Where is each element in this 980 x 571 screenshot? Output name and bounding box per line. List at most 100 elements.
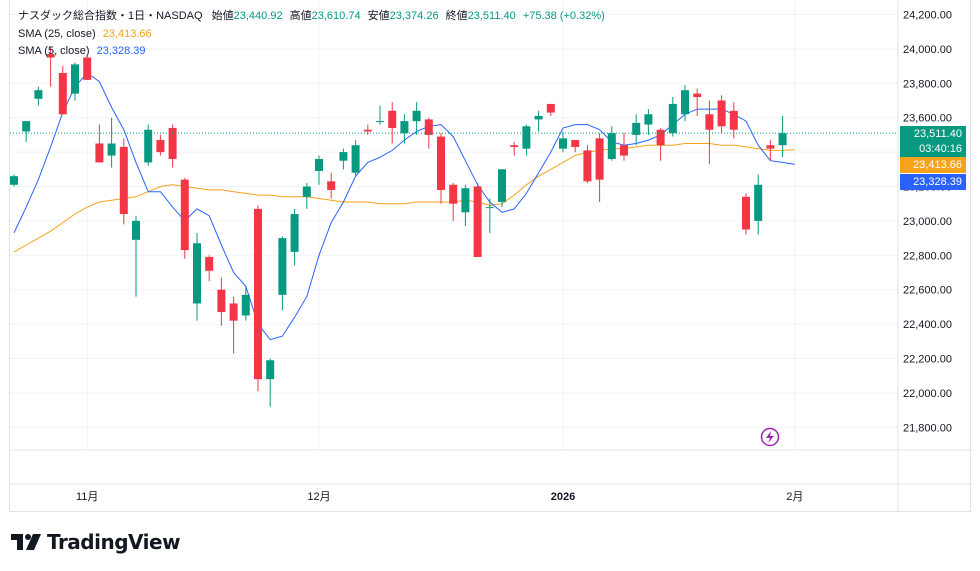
candle-body <box>449 184 458 204</box>
candle <box>449 183 458 221</box>
candle-body <box>729 110 738 130</box>
candle <box>534 110 543 132</box>
candle-body <box>742 196 750 230</box>
candle <box>656 128 665 161</box>
candle <box>571 140 580 153</box>
candle <box>46 47 55 87</box>
change-value: +75.38 (+0.32%) <box>522 10 605 22</box>
x-tick-label: 11月 <box>76 491 98 503</box>
candle <box>754 174 763 235</box>
sma5-price-tag: 23,328.39 <box>900 174 966 190</box>
candle <box>742 193 750 235</box>
candle <box>473 183 482 258</box>
candle <box>22 121 31 142</box>
candle <box>485 198 494 233</box>
y-tick-label: 21,800.00 <box>903 422 952 434</box>
candle-body <box>498 169 506 202</box>
candle-body <box>693 93 702 98</box>
open-label: 始値 <box>211 10 234 22</box>
low-value: 23,374.26 <box>389 10 439 22</box>
x-tick-label: 2026 <box>551 491 575 503</box>
candle <box>132 215 140 297</box>
candle <box>83 55 92 80</box>
candle <box>424 117 433 149</box>
candle-body <box>510 145 519 147</box>
tradingview-logo[interactable]: TradingView <box>11 530 181 554</box>
candle <box>498 169 506 208</box>
candle-body <box>668 103 677 134</box>
candle-body <box>778 133 787 146</box>
candle-body <box>412 110 421 122</box>
candle-body <box>607 133 616 159</box>
sma25-legend[interactable]: SMA (25, close) 23,413.66 <box>18 27 152 41</box>
candle-body <box>485 207 494 209</box>
candle <box>315 155 323 185</box>
candle <box>180 177 189 259</box>
candle-body <box>327 181 336 190</box>
sma25-tag-value: 23,413.66 <box>913 159 962 171</box>
countdown-value: 03:40:16 <box>919 143 962 155</box>
candle-body <box>278 238 287 295</box>
candle <box>278 236 287 311</box>
candle <box>729 102 738 139</box>
candle-body <box>71 64 79 94</box>
candle <box>522 124 531 156</box>
candle-body <box>34 90 43 99</box>
candle-body <box>583 150 592 182</box>
candle <box>339 148 348 170</box>
candle-body <box>595 138 604 180</box>
candle <box>205 255 214 282</box>
candle <box>351 140 360 177</box>
candle-body <box>10 176 18 185</box>
x-tick-label: 12月 <box>307 491 330 503</box>
y-tick-label: 23,800.00 <box>903 78 952 90</box>
candle <box>34 86 43 106</box>
high-value: 23,610.74 <box>311 10 361 22</box>
candle-body <box>83 57 92 80</box>
sma25-label: SMA (25, close) <box>18 28 96 40</box>
candle-body <box>424 119 433 135</box>
sma25-price-tag: 23,413.66 <box>900 157 966 173</box>
candle <box>376 105 384 125</box>
lightning-icon <box>760 427 780 447</box>
candle <box>583 145 592 184</box>
candle <box>607 126 616 161</box>
candle-body <box>522 126 531 149</box>
tradingview-logo-icon <box>11 534 41 550</box>
sma5-value: 23,328.39 <box>96 45 146 57</box>
candle <box>217 277 226 326</box>
candle <box>412 102 421 135</box>
candle-body <box>217 289 226 313</box>
y-tick-label: 24,000.00 <box>903 44 952 56</box>
candle-body <box>156 140 165 153</box>
candle <box>193 232 201 321</box>
sma5-legend[interactable]: SMA (5, close) 23,328.39 <box>18 44 146 58</box>
candle-body <box>290 214 299 252</box>
sma5-tag-value: 23,328.39 <box>913 176 962 188</box>
candle-body <box>254 208 262 380</box>
candle-body <box>180 179 189 251</box>
candle-body <box>266 360 275 380</box>
close-value: 23,511.40 <box>467 10 516 22</box>
candle-body <box>376 121 384 123</box>
candle-body <box>473 186 482 258</box>
candle-body <box>132 220 140 240</box>
open-value: 23,440.92 <box>233 10 283 22</box>
sma5-line <box>13 72 795 341</box>
candle <box>144 124 153 166</box>
symbol-title[interactable]: ナスダック総合指数・1日・NASDAQ <box>18 10 203 22</box>
candle-body <box>705 114 714 130</box>
sma5-label: SMA (5, close) <box>18 45 90 57</box>
candle <box>644 109 653 135</box>
candlestick-chart[interactable]: 24,200.00 24,000.00 23,800.00 23,600.00 23,4… <box>10 0 972 512</box>
ohlc-legend: ナスダック総合指数・1日・NASDAQ 始値23,440.92 高値23,610… <box>18 9 605 23</box>
low-label: 安値 <box>367 10 390 22</box>
candle <box>58 66 67 115</box>
candle-body <box>315 158 323 172</box>
candle <box>766 140 775 161</box>
candle <box>10 174 18 187</box>
candle <box>156 134 165 156</box>
candle-body <box>339 152 348 161</box>
candle <box>254 205 262 392</box>
candle-body <box>681 90 689 115</box>
